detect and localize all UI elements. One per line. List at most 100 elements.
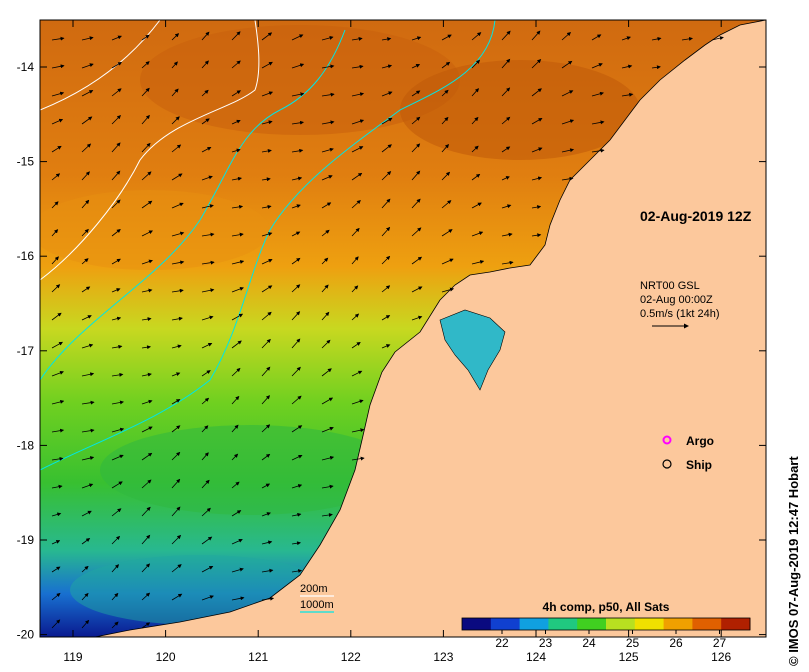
current-vector-arrow <box>141 426 153 433</box>
current-vector-arrow <box>561 90 574 97</box>
current-vector-arrow <box>261 259 273 265</box>
current-vector-arrow <box>51 428 65 433</box>
current-vector-arrow <box>141 452 153 461</box>
current-vector-arrow <box>231 204 244 209</box>
current-vector-arrow <box>441 287 455 293</box>
current-vector-arrow <box>141 534 151 545</box>
isobath-1000m <box>40 20 496 471</box>
current-vector-arrow <box>321 512 333 517</box>
current-vector-arrow <box>261 366 271 377</box>
current-vector-arrow <box>81 63 94 69</box>
current-vector-arrow <box>111 372 124 377</box>
x-tick-label: 124 <box>526 650 546 664</box>
current-vector-arrow <box>501 116 511 125</box>
current-vector-arrow <box>411 36 422 41</box>
current-vector-arrow <box>111 564 120 573</box>
current-vector-arrow <box>411 90 421 97</box>
current-vector-arrow <box>231 232 244 237</box>
current-vector-arrow <box>561 31 571 41</box>
current-vector-arrow <box>141 399 153 405</box>
current-vector-arrow <box>471 59 481 69</box>
current-vector-arrow <box>81 592 89 601</box>
isobath-200m-label: 200m <box>300 583 328 595</box>
current-vector-arrow <box>51 399 65 405</box>
current-vector-arrow <box>201 425 209 433</box>
warm-patch <box>140 25 460 135</box>
current-vector-arrow <box>531 176 543 181</box>
current-legend-model: NRT00 GSL <box>640 280 700 292</box>
current-vector-arrow <box>201 397 210 405</box>
current-vector-arrow <box>111 142 121 153</box>
current-vector-arrow <box>201 260 215 265</box>
current-vector-arrow <box>531 59 542 69</box>
current-vector-arrow <box>201 370 211 377</box>
current-vector-arrow <box>81 483 94 489</box>
current-vector-arrow <box>561 176 574 181</box>
colorbar-swatch <box>721 618 751 630</box>
current-vector-arrow <box>171 173 183 181</box>
isobath-1000m-label: 1000m <box>300 599 334 611</box>
ship-label: Ship <box>686 458 712 472</box>
current-vector-arrow <box>561 148 575 153</box>
marker-legend: Argo Ship <box>662 434 714 472</box>
current-vector-arrow <box>261 61 273 69</box>
x-tick-label: 119 <box>63 650 82 664</box>
current-vector-arrow <box>231 538 243 545</box>
current-vector-arrow <box>351 341 361 349</box>
current-vector-arrow <box>171 451 181 461</box>
current-vector-arrow <box>81 116 93 125</box>
current-vector-arrow <box>111 35 122 41</box>
current-vector-arrow <box>501 176 511 181</box>
current-vector-arrow <box>291 338 301 349</box>
current-vector-arrow <box>81 36 94 41</box>
current-vector-arrow <box>321 229 330 237</box>
current-vector-arrow <box>51 256 59 265</box>
current-vector-arrow <box>51 484 63 489</box>
colorbar-swatch <box>663 618 693 630</box>
current-vector-arrow <box>141 142 151 153</box>
x-tick-label: 125 <box>619 650 639 664</box>
current-vector-arrow <box>111 61 122 69</box>
current-vector-arrow <box>351 199 361 209</box>
current-vector-arrow <box>261 568 274 573</box>
colorbar-swatch <box>606 618 636 630</box>
current-vector-arrow <box>441 200 452 209</box>
current-vector-arrow <box>261 596 275 601</box>
current-vector-arrow <box>561 60 573 69</box>
current-vector-arrow <box>51 512 62 517</box>
y-axis-latitude: -14 -15 -16 -17 -18 -19 -20 <box>17 60 766 642</box>
current-vector-arrow <box>81 171 90 181</box>
current-vector-arrow <box>201 595 214 601</box>
current-vector-arrow <box>711 36 724 41</box>
ship-marker-icon <box>662 459 672 469</box>
current-vector-arrow <box>141 259 153 265</box>
date-title: 02-Aug-2019 12Z <box>640 208 752 224</box>
current-vector-arrow <box>51 592 61 601</box>
current-vector-arrow <box>471 145 479 153</box>
current-vector-arrow <box>381 144 392 153</box>
current-vector-arrow <box>441 229 453 237</box>
map-plot-area <box>40 20 766 637</box>
current-vector-arrow <box>351 428 365 433</box>
current-vector-arrow <box>321 284 329 293</box>
current-vector-arrow <box>141 114 150 125</box>
colorbar-scale <box>462 618 751 630</box>
current-vector-arrow <box>531 205 542 210</box>
current-vector-arrow <box>231 60 241 69</box>
current-vector-arrow <box>591 120 605 125</box>
current-vector-arrow <box>111 454 124 461</box>
current-vector-arrow <box>81 343 94 349</box>
isobath-200m <box>40 20 260 281</box>
current-vector-arrow <box>111 592 119 601</box>
current-vector-arrow <box>261 338 271 349</box>
colorbar-swatch <box>490 618 521 630</box>
current-vector-arrow <box>201 89 209 97</box>
x-tick-label: 122 <box>341 650 361 664</box>
current-vector-arrow <box>201 31 210 41</box>
colorbar-swatch <box>548 618 578 630</box>
current-vector-arrow <box>141 479 152 489</box>
current-vector-arrow <box>201 479 210 489</box>
current-vector-arrow <box>321 257 329 265</box>
current-vector-arrow <box>261 177 271 182</box>
